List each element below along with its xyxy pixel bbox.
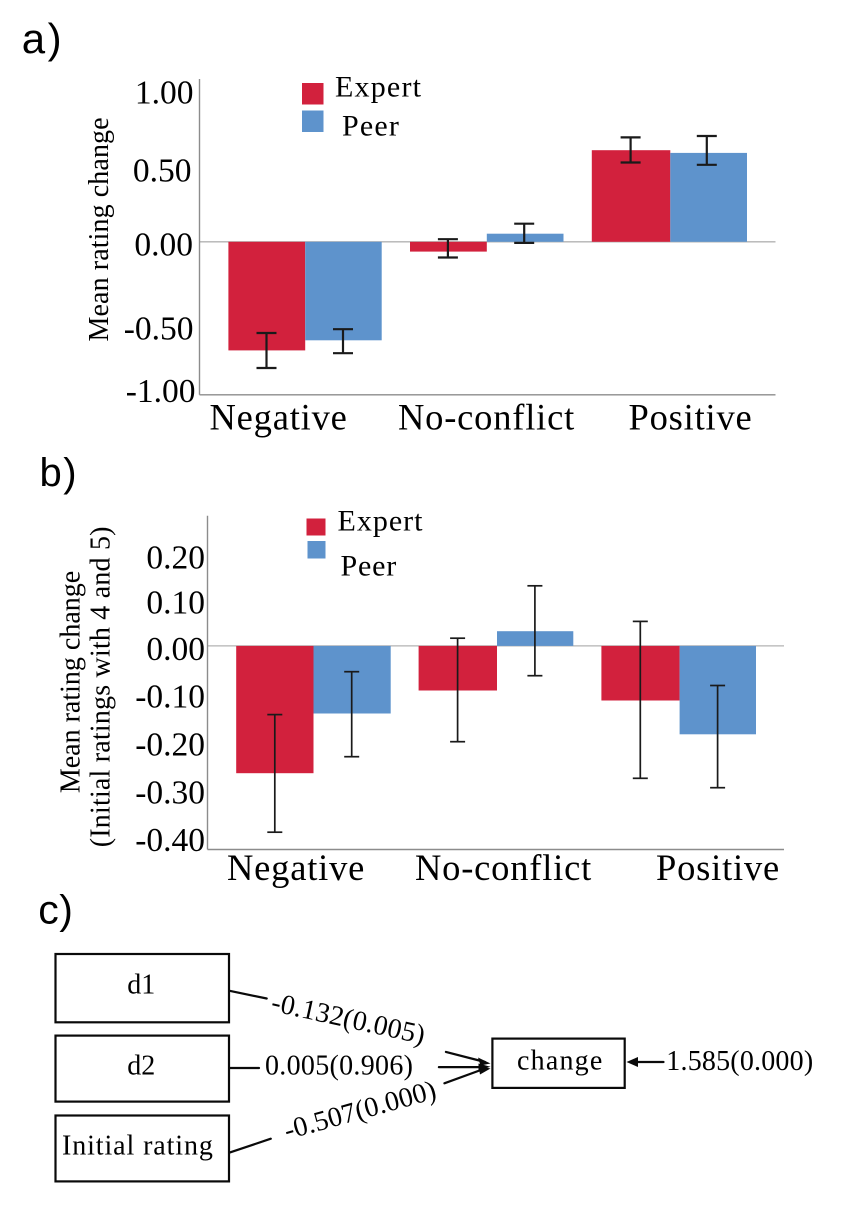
svg-text:Positive: Positive [656, 847, 780, 888]
svg-text:d2: d2 [127, 1050, 155, 1081]
svg-text:Expert: Expert [338, 505, 424, 538]
svg-text:Negative: Negative [210, 397, 348, 438]
svg-text:0.00: 0.00 [134, 227, 193, 264]
svg-text:-1.00: -1.00 [126, 373, 196, 410]
svg-text:0.10: 0.10 [146, 585, 205, 622]
svg-text:Mean rating change: Mean rating change [84, 117, 115, 341]
svg-text:Peer: Peer [342, 110, 400, 143]
svg-text:b): b) [40, 451, 79, 495]
svg-text:0.20: 0.20 [146, 540, 205, 577]
svg-text:-0.10: -0.10 [135, 679, 205, 716]
svg-text:0.00: 0.00 [146, 631, 205, 668]
svg-text:No-conflict: No-conflict [398, 397, 575, 438]
svg-text:0.005(0.906): 0.005(0.906) [265, 1051, 413, 1082]
svg-text:Expert: Expert [335, 71, 422, 104]
svg-text:Negative: Negative [227, 847, 365, 888]
svg-text:-0.40: -0.40 [135, 822, 205, 859]
svg-text:change: change [517, 1046, 603, 1077]
svg-text:a): a) [22, 15, 64, 62]
svg-text:1.00: 1.00 [135, 75, 194, 112]
svg-text:No-conflict: No-conflict [415, 847, 592, 888]
svg-text:c): c) [38, 887, 73, 933]
svg-text:0.50: 0.50 [133, 153, 192, 190]
svg-text:Peer: Peer [341, 550, 398, 583]
svg-text:-0.20: -0.20 [135, 726, 205, 763]
svg-text:1.585(0.000): 1.585(0.000) [666, 1046, 813, 1077]
svg-text:Initial rating: Initial rating [62, 1131, 214, 1162]
svg-text:-0.50: -0.50 [124, 311, 194, 348]
svg-text:Positive: Positive [629, 397, 753, 438]
svg-text:Mean rating change: Mean rating change [56, 571, 87, 793]
svg-text:(Initial ratings with 4 and 5): (Initial ratings with 4 and 5) [86, 526, 117, 847]
svg-text:-0.30: -0.30 [135, 774, 205, 811]
svg-text:d1: d1 [127, 970, 155, 1001]
